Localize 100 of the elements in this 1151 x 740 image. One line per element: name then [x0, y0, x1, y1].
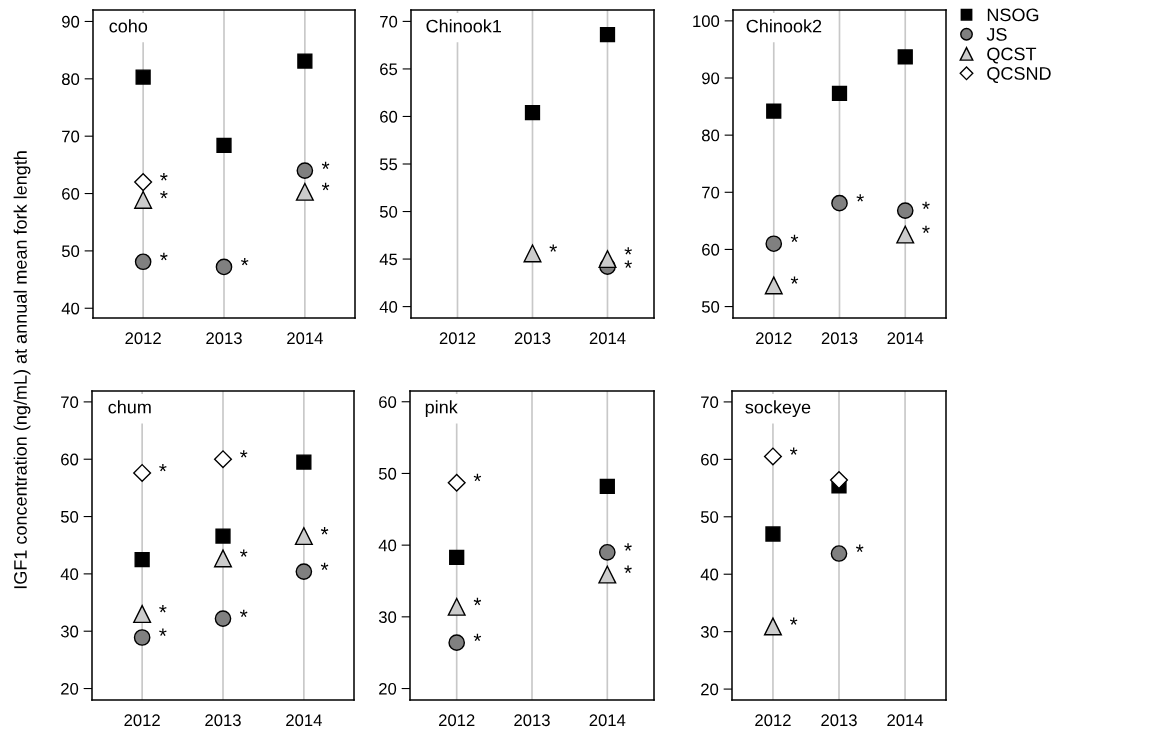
point: [296, 454, 312, 470]
chart-title: pink: [425, 400, 458, 418]
chart-title: chum: [108, 400, 151, 414]
y-tick-label: 20: [61, 682, 79, 695]
point: [897, 49, 913, 65]
annotation: *: [240, 450, 248, 458]
point: [598, 250, 617, 269]
point: [765, 235, 783, 253]
y-tick-label: 70: [702, 186, 720, 199]
x-tick-label: 2014: [287, 332, 323, 345]
x-tick-label: 2013: [205, 714, 241, 727]
annotation: *: [790, 276, 799, 284]
point: [829, 470, 849, 490]
y-tick-label: 50: [701, 300, 720, 313]
annotation: *: [549, 244, 557, 252]
x-tick-label: 2014: [887, 714, 924, 727]
y-tick-label: 60: [702, 243, 720, 256]
point: [765, 526, 781, 542]
y-tick-label: 30: [700, 626, 719, 638]
legend-label: QCSND: [987, 67, 1051, 84]
y-tick-label: 30: [378, 611, 397, 624]
y-tick-label: 60: [380, 110, 398, 123]
point: [214, 610, 232, 627]
y-tick-label: 100: [693, 15, 720, 28]
point: [215, 528, 231, 544]
x-tick-label: 2014: [286, 714, 322, 727]
point: [134, 173, 153, 192]
y-tick-label: 45: [379, 253, 398, 266]
point: [296, 162, 314, 179]
point: [295, 182, 314, 201]
y-tick-label: 55: [379, 158, 398, 171]
point: [599, 478, 615, 494]
y-tick-label: 60: [62, 187, 80, 200]
annotation: *: [473, 633, 482, 642]
y-tick-label: 40: [700, 568, 719, 581]
point: [598, 543, 616, 561]
point: [764, 276, 783, 295]
point: [896, 202, 914, 219]
y-tick-label: 90: [702, 72, 720, 85]
legend-label: NSOG: [987, 8, 1039, 22]
x-tick-label: 2012: [439, 332, 476, 345]
y-tick-label: 40: [60, 568, 79, 581]
annotation: *: [320, 562, 329, 570]
y-tick-label: 50: [60, 510, 79, 523]
y-tick-label: 60: [701, 453, 719, 466]
annotation: *: [473, 597, 482, 606]
point: [447, 473, 466, 492]
point: [295, 563, 313, 580]
y-tick-label: 90: [62, 15, 80, 28]
annotation: *: [922, 225, 930, 233]
annotation: *: [159, 464, 167, 472]
point: [763, 617, 782, 636]
x-tick-label: 2012: [755, 714, 791, 727]
y-tick-label: 50: [61, 245, 80, 258]
point: [133, 463, 152, 483]
point: [134, 253, 152, 271]
annotation: *: [320, 527, 329, 535]
point: [524, 105, 541, 121]
y-tick-label: 70: [380, 15, 398, 28]
point: [598, 565, 617, 584]
legend-label: JS: [986, 28, 1007, 41]
annotation: *: [789, 617, 798, 625]
point: [294, 527, 313, 546]
annotation: *: [790, 234, 799, 243]
point: [135, 69, 151, 85]
annotation: *: [856, 194, 864, 202]
point: [523, 244, 542, 263]
y-tick-label: 50: [700, 511, 719, 523]
annotation: *: [321, 182, 330, 191]
point: [831, 194, 848, 212]
x-tick-label: 2014: [887, 332, 924, 345]
annotation: *: [321, 161, 330, 169]
y-tick-label: 70: [62, 130, 80, 143]
point: [133, 629, 151, 646]
annotation: *: [159, 628, 167, 636]
annotation: *: [160, 173, 168, 181]
point: [213, 549, 233, 568]
annotation: *: [856, 544, 864, 552]
point: [830, 545, 848, 562]
annotation: *: [789, 447, 798, 455]
y-tick-label: 65: [380, 63, 398, 76]
point: [134, 190, 153, 209]
y-tick-label: 50: [379, 205, 398, 218]
annotation: *: [241, 258, 249, 266]
y-tick-label: 50: [378, 467, 397, 480]
annotation: *: [160, 190, 168, 199]
annotation: *: [624, 565, 632, 573]
annotation: *: [159, 605, 167, 613]
point: [134, 551, 150, 568]
annotation: *: [240, 609, 248, 617]
y-tick-label: 40: [61, 302, 80, 315]
annotation: *: [160, 252, 168, 261]
chart-title: Chinook2: [746, 19, 822, 33]
point: [133, 604, 152, 624]
y-tick-label: 30: [60, 625, 79, 638]
chart-title: Chinook1: [426, 19, 501, 33]
point: [213, 450, 233, 469]
x-tick-label: 2013: [514, 332, 551, 345]
point: [896, 225, 915, 244]
chart-title: coho: [109, 19, 148, 33]
